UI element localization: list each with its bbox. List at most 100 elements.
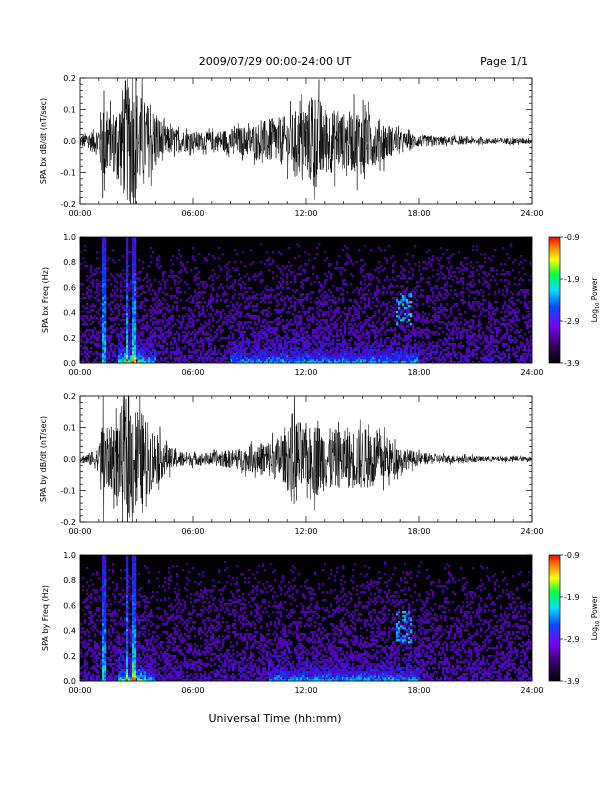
spectrogram-cell: [342, 357, 345, 360]
spectrogram-cell: [100, 319, 103, 322]
spectrogram-cell: [336, 311, 339, 314]
spectrogram-cell: [184, 361, 187, 364]
spectrogram-cell: [138, 337, 141, 340]
spectrogram-cell: [230, 355, 233, 358]
spectrogram-cell: [162, 353, 165, 356]
spectrogram-cell: [424, 355, 427, 358]
spectrogram-cell: [148, 279, 151, 282]
spectrogram-cell: [140, 319, 143, 322]
spectrogram-cell: [150, 335, 153, 338]
spectrogram-cell: [112, 355, 115, 358]
spectrogram-cell: [324, 353, 327, 356]
spectrogram-cell: [134, 331, 137, 334]
spectrogram-cell: [420, 345, 423, 348]
spectrogram-cell: [342, 279, 345, 282]
spectrogram-cell: [286, 347, 289, 350]
spectrogram-cell: [320, 351, 323, 354]
spectrogram-cell: [420, 335, 423, 338]
spectrogram-cell: [452, 337, 455, 340]
spectrogram-cell: [456, 329, 459, 332]
spectrogram-cell: [340, 355, 343, 358]
spectrogram-cell: [404, 353, 407, 356]
spectrogram-cell: [216, 359, 219, 362]
spectrogram-cell: [368, 325, 371, 328]
spectrogram-cell: [342, 361, 345, 364]
spectrogram-cell: [394, 335, 397, 338]
spectrogram-cell: [128, 359, 131, 362]
spectrogram-cell: [414, 317, 417, 320]
spectrogram-cell: [496, 273, 499, 276]
spectrogram-cell: [104, 267, 107, 270]
spectrogram-cell: [500, 273, 503, 276]
spectrogram-cell: [276, 323, 279, 326]
spectrogram-cell: [268, 295, 271, 298]
spectrogram-cell: [366, 361, 369, 364]
spectrogram-cell: [102, 315, 105, 318]
spectrogram-cell: [194, 305, 197, 308]
spectrogram-cell: [140, 303, 143, 306]
spectrogram-cell: [290, 357, 293, 360]
spectrogram-cell: [394, 311, 397, 314]
spectrogram-cell: [508, 335, 511, 338]
spectrogram-cell: [362, 361, 365, 364]
spectrogram-cell: [164, 299, 167, 302]
spectrogram-cell: [102, 237, 105, 240]
spectrogram-cell: [246, 299, 249, 302]
spectrogram-cell: [524, 273, 527, 276]
spectrogram-cell: [290, 319, 293, 322]
spectrogram-cell: [262, 349, 265, 352]
spectrogram-cell: [308, 253, 311, 256]
spectrogram-cell: [102, 271, 105, 274]
spectrogram-cell: [306, 355, 309, 358]
spectrogram-cell: [454, 319, 457, 322]
spectrogram-cell: [150, 331, 153, 334]
spectrogram-cell: [194, 295, 197, 298]
spectrogram-cell: [304, 331, 307, 334]
spectrogram-cell: [358, 351, 361, 354]
spectrogram-cell: [358, 323, 361, 326]
spectrogram-cell: [438, 277, 441, 280]
spectrogram-cell: [298, 333, 301, 336]
spectrogram-cell: [424, 333, 427, 336]
spectrogram-cell: [238, 343, 241, 346]
spectrogram-cell: [104, 355, 107, 358]
spectrogram-cell: [276, 317, 279, 320]
spectrogram-cell: [374, 359, 377, 362]
spectrogram-cell: [288, 361, 291, 364]
spectrogram-cell: [142, 359, 145, 362]
spectrogram-cell: [286, 335, 289, 338]
spectrogram-cell: [134, 249, 137, 252]
spectrogram-cell: [400, 323, 403, 326]
spectrogram-cell: [322, 331, 325, 334]
spectrogram-cell: [448, 347, 451, 350]
spectrogram-cell: [470, 341, 473, 344]
spectrogram-cell: [144, 325, 147, 328]
spectrogram-cell: [514, 351, 517, 354]
spectrogram-cell: [100, 281, 103, 284]
spectrogram-cell: [192, 339, 195, 342]
spectrogram-cell: [422, 315, 425, 318]
spectrogram-cell: [262, 325, 265, 328]
spectrogram-cell: [250, 333, 253, 336]
spectrogram-cell: [146, 281, 149, 284]
spectrogram-cell: [96, 299, 99, 302]
x-tick-label: 24:00: [520, 368, 543, 377]
spectrogram-cell: [372, 275, 375, 278]
spectrogram-cell: [104, 361, 107, 364]
spectrogram-cell: [354, 331, 357, 334]
spectrogram-cell: [260, 357, 263, 360]
spectrogram-cell: [224, 353, 227, 356]
spectrogram-cell: [364, 345, 367, 348]
spectrogram-cell: [268, 301, 271, 304]
spectrogram-cell: [126, 317, 129, 320]
spectrogram-cell: [434, 319, 437, 322]
spectrogram-cell: [196, 355, 199, 358]
spectrogram-cell: [428, 335, 431, 338]
spectrogram-cell: [372, 353, 375, 356]
spectrogram-cell: [408, 277, 411, 280]
spectrogram-cell: [398, 347, 401, 350]
spectrogram-cell: [258, 273, 261, 276]
spectrogram-cell: [440, 267, 443, 270]
spectrogram-cell: [454, 355, 457, 358]
spectrogram-cell: [184, 291, 187, 294]
